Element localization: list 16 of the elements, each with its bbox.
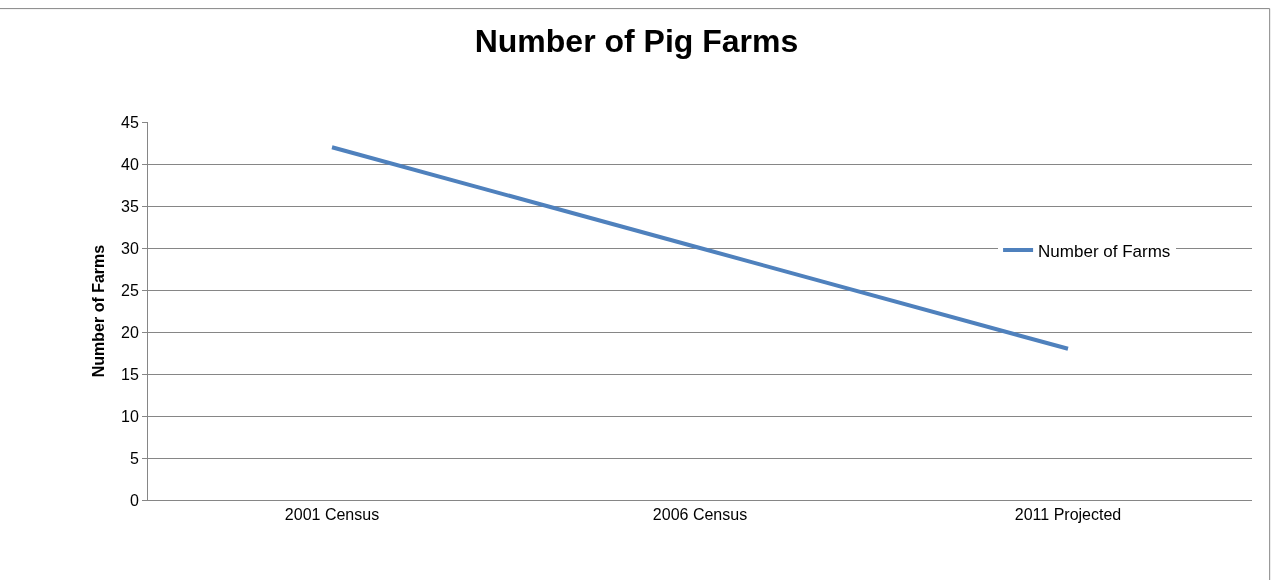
y-axis-title: Number of Farms bbox=[89, 244, 107, 378]
y-tick-label: 10 bbox=[121, 407, 139, 425]
x-tick-label: 2011 Projected bbox=[1014, 506, 1122, 524]
x-tick-label: 2006 Census bbox=[652, 506, 748, 524]
y-tick-label: 25 bbox=[121, 281, 139, 299]
y-tick-label: 5 bbox=[129, 449, 139, 467]
y-tick-label: 15 bbox=[121, 365, 139, 383]
y-tick-label: 45 bbox=[121, 113, 139, 131]
chart-title: Number of Pig Farms bbox=[474, 22, 799, 59]
legend-label: Number of Farms bbox=[1038, 241, 1171, 261]
y-tick-label: 0 bbox=[129, 491, 139, 509]
x-tick-label: 2001 Census bbox=[284, 506, 380, 524]
y-tick-label: 40 bbox=[121, 155, 139, 173]
y-tick-label: 20 bbox=[121, 323, 139, 341]
y-tick-label: 30 bbox=[121, 239, 139, 257]
y-tick-label: 35 bbox=[121, 197, 139, 215]
